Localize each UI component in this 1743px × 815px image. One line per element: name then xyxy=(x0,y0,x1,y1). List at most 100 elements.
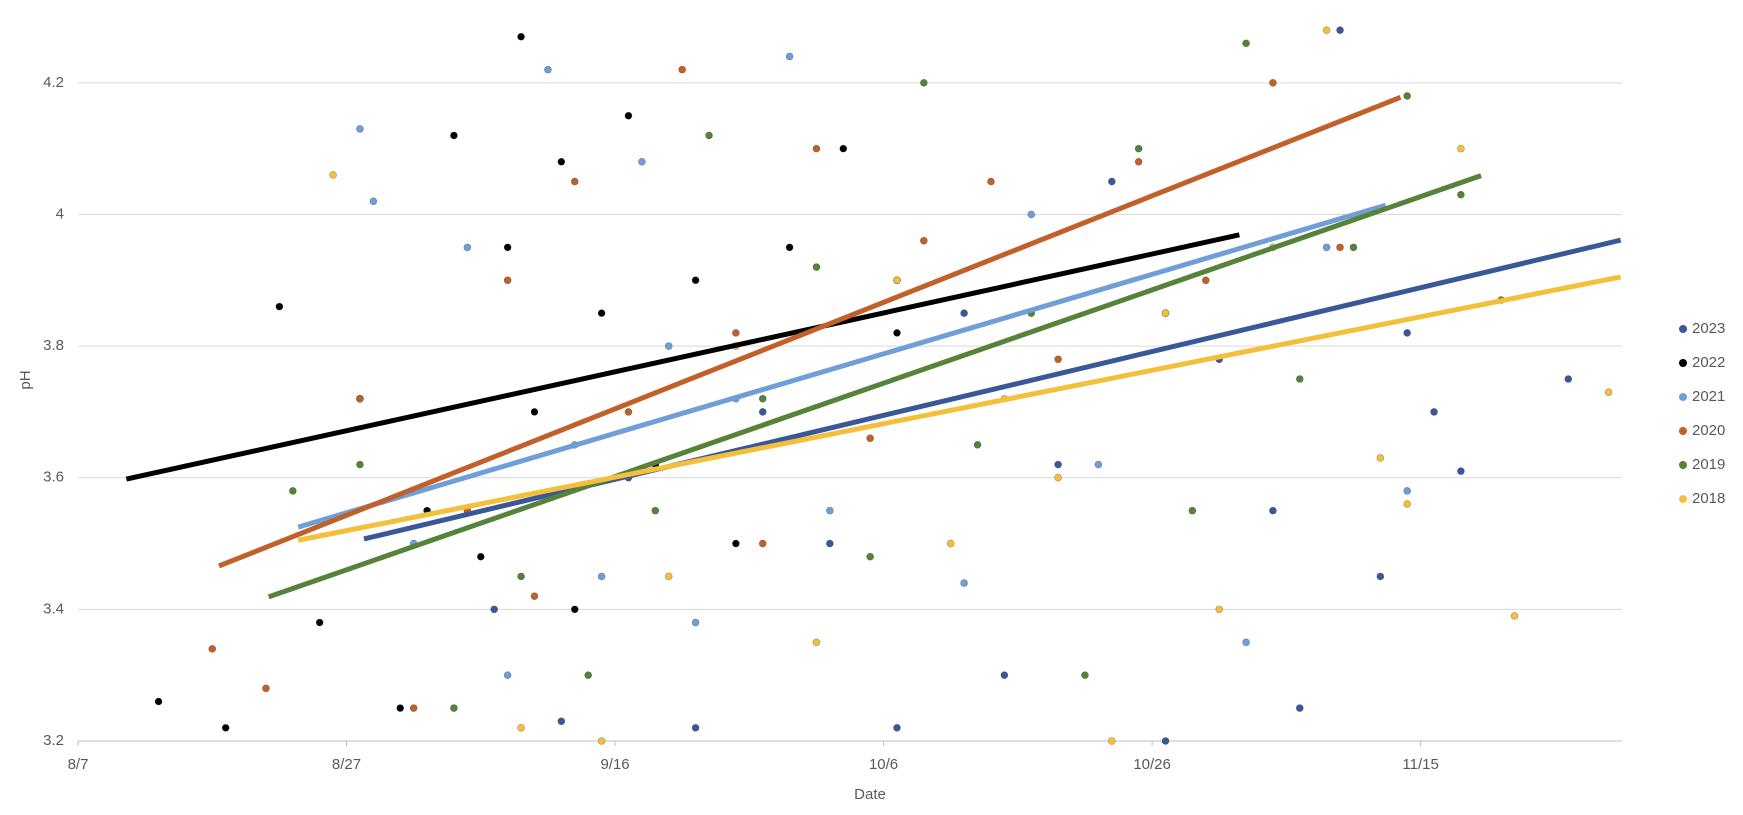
data-point xyxy=(1349,243,1358,252)
x-tick-label: 9/16 xyxy=(600,756,629,773)
data-point xyxy=(826,539,834,548)
data-point xyxy=(987,177,995,186)
legend-label: 2019 xyxy=(1692,456,1725,473)
data-point xyxy=(691,724,700,732)
legend-marker xyxy=(1679,495,1687,503)
data-point xyxy=(691,276,700,285)
data-point xyxy=(839,144,848,153)
data-point xyxy=(1081,671,1089,679)
data-point xyxy=(1336,26,1344,34)
data-point xyxy=(812,263,821,271)
data-point xyxy=(597,572,606,581)
data-point xyxy=(1054,473,1062,482)
legend-marker xyxy=(1679,359,1687,367)
data-point xyxy=(638,158,646,166)
x-tick-label: 8/7 xyxy=(68,756,89,773)
trendline xyxy=(363,237,1622,542)
data-point xyxy=(1000,671,1009,679)
legend-label: 2018 xyxy=(1692,490,1725,507)
trendline xyxy=(267,173,1482,600)
x-tick-label: 8/27 xyxy=(332,756,361,773)
data-point xyxy=(960,579,968,587)
data-point xyxy=(369,197,378,206)
data-point xyxy=(1027,210,1036,219)
legend-marker xyxy=(1679,393,1687,401)
data-point xyxy=(664,342,673,350)
y-tick-label: 4.2 xyxy=(43,74,64,91)
data-point xyxy=(503,276,512,285)
legend-label: 2023 xyxy=(1692,320,1725,337)
data-point xyxy=(893,724,901,732)
data-point xyxy=(651,506,660,515)
data-point xyxy=(570,177,579,186)
legend-marker xyxy=(1679,325,1687,333)
data-point xyxy=(691,618,700,627)
data-point xyxy=(315,618,324,627)
data-point xyxy=(812,638,821,647)
x-tick-label: 10/26 xyxy=(1133,756,1171,773)
data-point xyxy=(530,592,539,601)
data-point xyxy=(517,572,525,581)
data-point xyxy=(1108,737,1116,745)
data-point xyxy=(758,394,767,403)
legend-label: 2021 xyxy=(1692,388,1725,405)
data-point xyxy=(624,408,633,416)
y-tick-label: 3.8 xyxy=(43,337,64,354)
data-point xyxy=(450,704,458,712)
data-point xyxy=(1134,158,1143,166)
data-point xyxy=(826,506,834,515)
y-tick-label: 3.6 xyxy=(43,469,64,486)
data-point xyxy=(758,408,767,416)
data-point xyxy=(866,434,874,443)
data-point xyxy=(920,236,928,245)
data-point xyxy=(289,487,297,495)
x-tick-label: 10/6 xyxy=(869,756,898,773)
data-point xyxy=(356,125,364,133)
data-point xyxy=(960,309,968,317)
data-point xyxy=(208,645,217,653)
data-point xyxy=(1054,355,1062,364)
data-point xyxy=(705,131,713,140)
y-axis-title: pH xyxy=(17,370,34,389)
data-point xyxy=(1403,329,1411,337)
data-point xyxy=(920,79,928,87)
data-point xyxy=(785,243,794,252)
trendline xyxy=(297,274,1622,543)
x-tick-label: 11/15 xyxy=(1402,756,1438,773)
data-point xyxy=(1376,454,1385,462)
data-point xyxy=(1457,144,1465,153)
data-point xyxy=(1134,144,1143,153)
y-tick-label: 3.2 xyxy=(43,732,64,749)
data-point xyxy=(1188,506,1197,515)
legend-label: 2022 xyxy=(1692,354,1725,371)
data-point xyxy=(1295,704,1304,712)
data-point xyxy=(1108,177,1116,186)
data-point xyxy=(221,724,230,732)
data-point xyxy=(893,276,901,285)
trendline xyxy=(125,232,1240,482)
legend-marker xyxy=(1679,427,1687,435)
data-point xyxy=(1457,190,1465,199)
data-point xyxy=(893,329,901,337)
trendline xyxy=(218,94,1402,569)
data-point xyxy=(1161,309,1170,317)
y-tick-label: 3.4 xyxy=(43,600,64,617)
data-point xyxy=(1564,375,1573,383)
legend-label: 2020 xyxy=(1692,422,1725,439)
data-point xyxy=(1376,572,1385,581)
data-point xyxy=(1457,467,1465,475)
legend-marker xyxy=(1679,461,1687,469)
data-point xyxy=(329,171,337,179)
data-point xyxy=(1403,500,1411,508)
data-point xyxy=(597,737,606,745)
data-point xyxy=(409,704,418,712)
data-point xyxy=(1322,243,1331,252)
data-point xyxy=(544,65,552,74)
data-point xyxy=(275,302,284,311)
data-point xyxy=(557,717,566,726)
data-point xyxy=(463,243,472,252)
data-point xyxy=(1161,737,1170,745)
data-point xyxy=(356,460,364,469)
data-point xyxy=(490,605,499,614)
